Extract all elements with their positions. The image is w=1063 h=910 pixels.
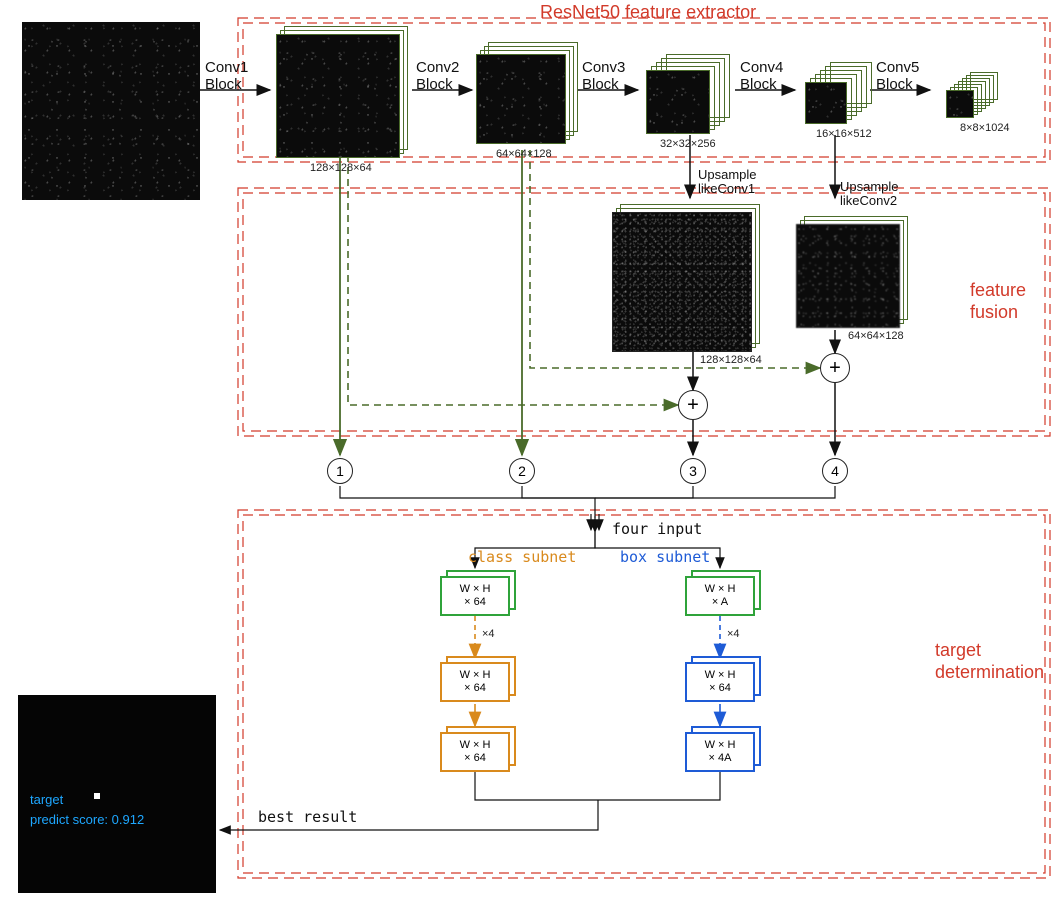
conv4-dim: 16×16×512	[816, 128, 872, 140]
upsample2-dim: 64×64×128	[848, 330, 904, 342]
label-fusion: featurefusion	[970, 280, 1026, 323]
class-box-1-label: W × H × 64	[460, 583, 491, 608]
fusion-add-4: +	[820, 353, 850, 383]
fusion-add-3: +	[678, 390, 708, 420]
input-image	[22, 22, 200, 200]
path-3: 3	[680, 458, 706, 484]
upsample1-label: UpsamplelikeConv1	[698, 168, 757, 197]
conv4-label: Conv4Block	[740, 60, 783, 93]
conv2-label: Conv2Block	[416, 60, 459, 93]
conv3-featmap	[646, 70, 710, 134]
class-box-2-label: W × H × 64	[460, 669, 491, 694]
conv4-featmap	[805, 82, 847, 124]
box-box-1: W × H × A	[685, 576, 755, 616]
output-target-label: target	[30, 792, 63, 807]
upsample2-featmap	[796, 224, 900, 328]
conv1-label: Conv1Block	[205, 60, 248, 93]
conv1-featmap	[276, 34, 400, 158]
path-1: 1	[327, 458, 353, 484]
four-input-label: four input	[612, 520, 702, 538]
class-subnet-title: class subnet	[468, 548, 576, 566]
diagram-canvas: ResNet50 feature extractor featurefusion…	[0, 0, 1063, 910]
conv5-dim: 8×8×1024	[960, 122, 1010, 134]
conv1-dim: 128×128×64	[310, 162, 372, 174]
upsample1-dim: 128×128×64	[700, 354, 762, 366]
box-mult4: ×4	[727, 628, 740, 640]
box-box-1-label: W × H × A	[705, 583, 736, 608]
class-box-3-label: W × H × 64	[460, 739, 491, 764]
box-subnet-title: box subnet	[620, 548, 710, 566]
upsample2-label: UpsamplelikeConv2	[840, 180, 899, 209]
class-box-2: W × H × 64	[440, 662, 510, 702]
conv3-label: Conv3Block	[582, 60, 625, 93]
label-target: targetdetermination	[935, 640, 1044, 683]
conv3-dim: 32×32×256	[660, 138, 716, 150]
path-4: 4	[822, 458, 848, 484]
box-box-2-label: W × H × 64	[705, 669, 736, 694]
upsample1-featmap	[612, 212, 752, 352]
output-score-label: predict score: 0.912	[30, 812, 144, 827]
conv5-label: Conv5Block	[876, 60, 919, 93]
label-extractor: ResNet50 feature extractor	[540, 2, 756, 23]
conv2-dim: 64×64×128	[496, 148, 552, 160]
box-box-2: W × H × 64	[685, 662, 755, 702]
conv2-featmap	[476, 54, 566, 144]
box-box-3: W × H × 4A	[685, 732, 755, 772]
path-2: 2	[509, 458, 535, 484]
conv5-featmap	[946, 90, 974, 118]
class-box-1: W × H × 64	[440, 576, 510, 616]
box-box-3-label: W × H × 4A	[705, 739, 736, 764]
class-mult4: ×4	[482, 628, 495, 640]
class-box-3: W × H × 64	[440, 732, 510, 772]
best-result-label: best result	[258, 808, 357, 826]
